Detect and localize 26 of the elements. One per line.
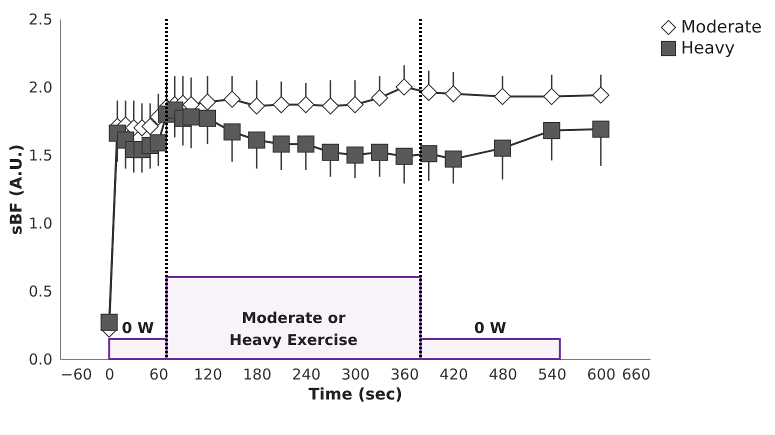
y-tick-label: 2.0: [28, 78, 52, 96]
x-axis-title: Time (sec): [308, 384, 402, 404]
x-tick-label: 360: [390, 366, 419, 384]
y-tick-label: 2.5: [28, 10, 52, 28]
legend-label: Moderate: [681, 18, 762, 38]
x-tick-label: 420: [440, 366, 468, 384]
x-tick-label: 660: [622, 366, 650, 384]
y-tick-label: 1.5: [28, 146, 52, 164]
x-tick-label: −60: [60, 366, 92, 384]
band-label: 0 W: [474, 319, 507, 337]
x-tick-label: 240: [292, 366, 321, 384]
y-tick-label: 0.5: [28, 282, 52, 300]
x-tick-label: 480: [488, 366, 518, 384]
x-tick-label: 300: [341, 366, 370, 384]
legend-label: Heavy: [681, 38, 735, 58]
x-tick-label: 60: [149, 366, 168, 384]
band-label: 0 W: [122, 319, 154, 337]
y-tick-label: 1.0: [28, 214, 52, 232]
x-tick-label: 0: [104, 366, 114, 384]
x-tick-label: 180: [242, 366, 272, 384]
x-tick-label: 120: [194, 366, 222, 384]
band-label: Moderate or Heavy Exercise: [229, 309, 358, 349]
y-axis-title: sBF (A.U.): [6, 144, 26, 235]
x-tick-label: 600: [587, 366, 616, 384]
y-tick-label: 0.0: [28, 350, 52, 368]
x-tick-label: 540: [538, 366, 566, 384]
